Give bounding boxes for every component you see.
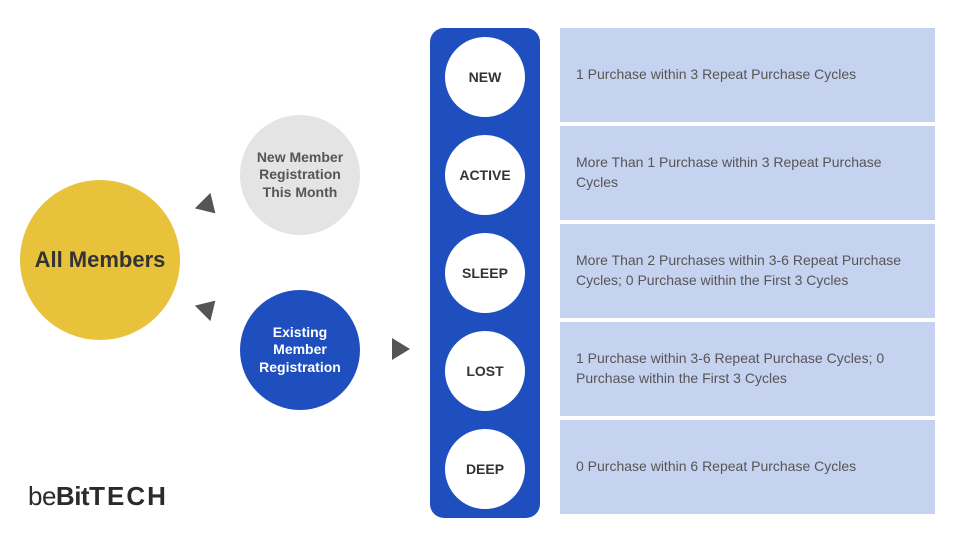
existing-member-label: Existing Member Registration — [250, 324, 350, 377]
new-member-label: New Member Registration This Month — [250, 149, 350, 202]
root-label: All Members — [35, 248, 166, 272]
segment-desc-active: More Than 1 Purchase within 3 Repeat Pur… — [560, 126, 935, 220]
logo-part1: be — [28, 481, 56, 511]
arrow-t2 — [195, 293, 223, 321]
segment-desc-new: 1 Purchase within 3 Repeat Purchase Cycl… — [560, 28, 935, 122]
segment-desc-deep: 0 Purchase within 6 Repeat Purchase Cycl… — [560, 420, 935, 514]
logo-part3: TECH — [89, 481, 168, 511]
arrow-t3 — [392, 338, 410, 360]
segment-desc-lost: 1 Purchase within 3-6 Repeat Purchase Cy… — [560, 322, 935, 416]
new-member-circle: New Member Registration This Month — [240, 115, 360, 235]
segment-circle-deep: DEEP — [445, 429, 525, 509]
diagram-stage: All Members New Member Registration This… — [0, 0, 960, 540]
brand-logo: beBitTECH — [28, 481, 168, 512]
segment-desc-sleep: More Than 2 Purchases within 3-6 Repeat … — [560, 224, 935, 318]
segment-circle-new: NEW — [445, 37, 525, 117]
segment-circle-sleep: SLEEP — [445, 233, 525, 313]
root-circle: All Members — [20, 180, 180, 340]
existing-member-circle: Existing Member Registration — [240, 290, 360, 410]
logo-part2: Bit — [56, 481, 89, 511]
segment-circle-active: ACTIVE — [445, 135, 525, 215]
arrow-t1 — [195, 193, 223, 221]
segment-circle-lost: LOST — [445, 331, 525, 411]
